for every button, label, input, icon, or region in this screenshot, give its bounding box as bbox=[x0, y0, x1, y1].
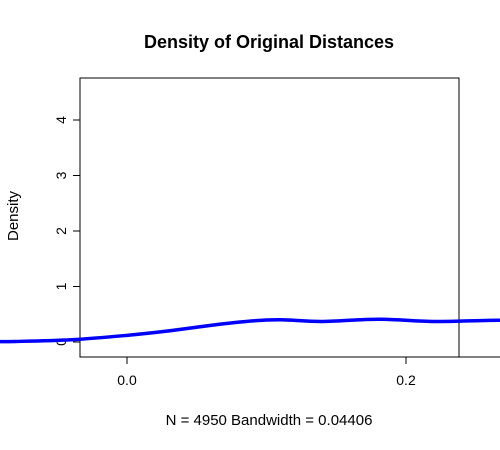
x-tick-label: 0.0 bbox=[117, 372, 137, 388]
y-tick-label: 1 bbox=[53, 282, 69, 290]
plot-frame bbox=[79, 77, 460, 358]
y-tick-label: 2 bbox=[53, 227, 69, 235]
y-tick-label: 4 bbox=[53, 116, 69, 124]
y-tick-label: 3 bbox=[53, 171, 69, 179]
chart-title: Density of Original Distances bbox=[144, 32, 394, 52]
x-tick-label: 0.2 bbox=[396, 372, 416, 388]
x-axis: 0.00.20.40.60.81.0 bbox=[117, 356, 500, 388]
y-axis-label: Density bbox=[5, 190, 22, 241]
x-axis-label: N = 4950 Bandwidth = 0.04406 bbox=[166, 412, 373, 429]
density-curve bbox=[0, 317, 500, 344]
